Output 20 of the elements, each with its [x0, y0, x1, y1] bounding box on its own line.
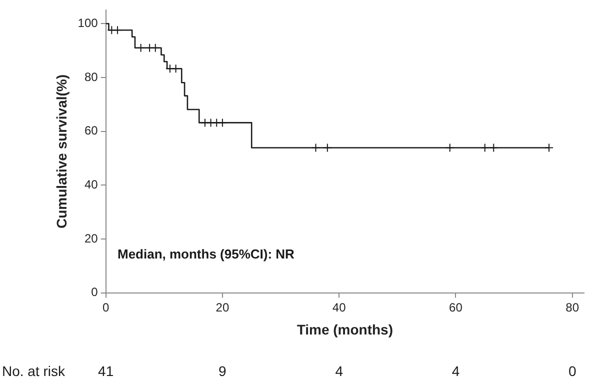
y-tick-label: 0 — [91, 285, 98, 300]
x-tick-label: 40 — [332, 300, 346, 314]
x-axis-title: Time (months) — [296, 321, 394, 338]
text: No. at risk — [2, 362, 66, 379]
x-tick-label: 80 — [566, 300, 580, 314]
y-tick-label: 40 — [84, 177, 98, 192]
y-tick-label: 80 — [84, 70, 98, 84]
text: 4 — [452, 362, 460, 379]
y-tick-label: 20 — [84, 231, 98, 246]
y-axis-title: Cumulative survival(%) — [53, 74, 70, 229]
y-tick-label: 60 — [84, 124, 98, 138]
x-tick-label: 60 — [449, 300, 463, 314]
text: 4 — [335, 362, 344, 379]
text: 41 — [98, 362, 114, 379]
text: 0 — [568, 362, 576, 379]
x-tick-label: 0 — [102, 300, 110, 314]
x-tick-label: 20 — [216, 300, 230, 314]
text: 9 — [218, 362, 227, 379]
y-tick-label: 100 — [78, 16, 98, 30]
annotation: Median, months (95%CI): NR — [117, 246, 296, 262]
